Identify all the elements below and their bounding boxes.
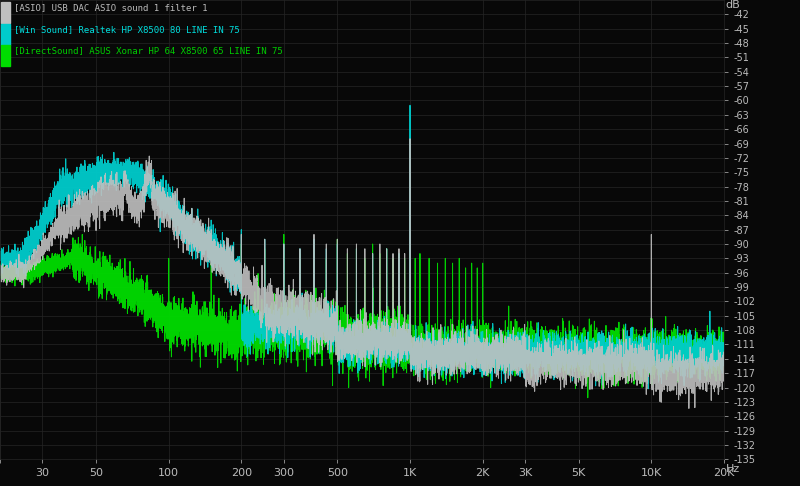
Bar xyxy=(2,24,10,45)
Text: Hz: Hz xyxy=(726,464,740,474)
Text: dB: dB xyxy=(726,0,740,10)
Bar xyxy=(2,2,10,23)
Text: [Win Sound] Realtek HP X8500 80 LINE IN 75: [Win Sound] Realtek HP X8500 80 LINE IN … xyxy=(14,25,239,34)
Text: [DirectSound] ASUS Xonar HP 64 X8500 65 LINE IN 75: [DirectSound] ASUS Xonar HP 64 X8500 65 … xyxy=(14,46,282,55)
Text: [ASIO] USB DAC ASIO sound 1 filter 1: [ASIO] USB DAC ASIO sound 1 filter 1 xyxy=(14,3,207,12)
Bar xyxy=(2,46,10,66)
